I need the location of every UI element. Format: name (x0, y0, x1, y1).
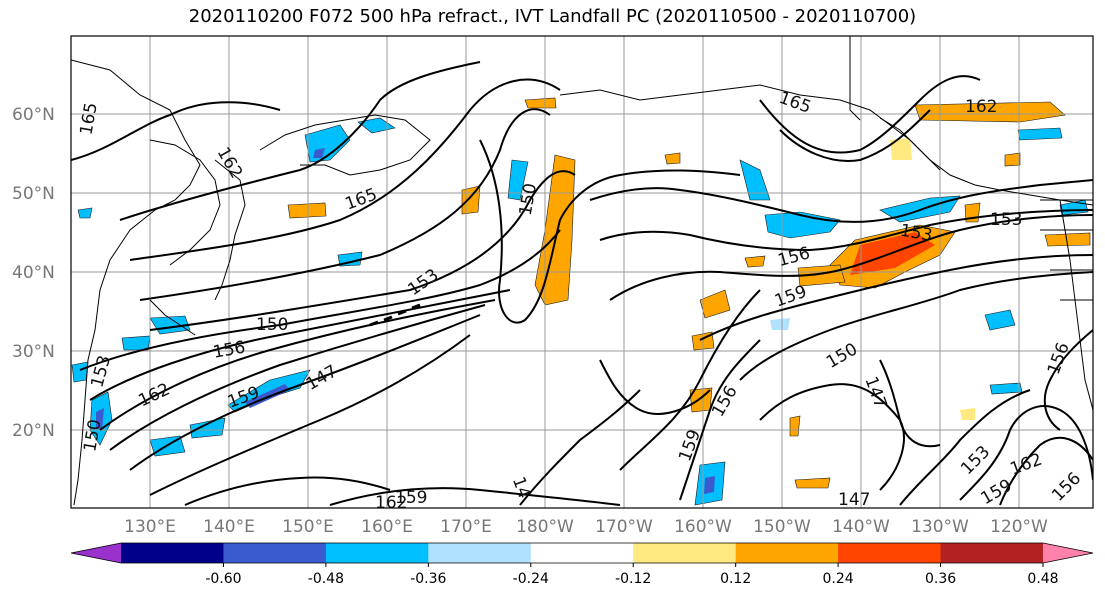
positive-anomaly-patch (794, 477, 831, 489)
colorbar-segment (223, 543, 327, 563)
negative-anomaly-patch (704, 476, 715, 494)
positive-anomaly-patch (914, 101, 1066, 123)
contour-label: 162 (375, 493, 407, 513)
map-title: 2020110200 F072 500 hPa refract., IVT La… (188, 6, 917, 27)
positive-anomaly-patch (789, 415, 801, 437)
negative-anomaly-patch (71, 361, 89, 383)
colorbar-tick-label: -0.60 (205, 571, 241, 587)
positive-anomaly-patch (797, 264, 846, 287)
positive-anomaly-patch (1004, 152, 1021, 167)
negative-anomaly-patch (313, 148, 325, 158)
positive-anomaly-patch (890, 138, 912, 160)
colorbar-outline (70, 542, 1094, 564)
longitude-labels: 130°E 140°E 150°E 160°E 170°E 180°W 170°… (124, 517, 1048, 537)
lon-label: 150°E (282, 517, 334, 537)
colorbar-tick-label: 0.36 (925, 571, 956, 587)
lon-label: 160°E (361, 517, 413, 537)
positive-anomaly-patch (524, 97, 557, 109)
latitude-labels: 60°N 50°N 40°N 30°N 20°N (12, 105, 55, 441)
colorbar-extend-max (1043, 543, 1093, 563)
contour-label: 159 (395, 488, 427, 508)
coastlines (71, 36, 1093, 506)
negative-anomaly-patch (337, 251, 363, 267)
positive-anomaly-patch (287, 202, 327, 219)
contour-label: 153 (990, 210, 1022, 230)
positive-anomaly-patch (744, 255, 766, 268)
colorbar-tick-label: 0.48 (1027, 571, 1058, 587)
positive-anomaly-patch (1044, 232, 1091, 247)
lon-label: 120°W (990, 517, 1048, 537)
map-frame (70, 35, 1094, 509)
lat-label: 30°N (12, 342, 55, 362)
negative-anomaly-patch (739, 159, 771, 201)
lon-label: 130°E (124, 517, 176, 537)
colorbar-segment (940, 543, 1044, 563)
colorbar-segment (735, 543, 839, 563)
colorbar-tick-label: -0.48 (308, 571, 344, 587)
colorbar-extend-min (71, 543, 121, 563)
colorbar-segment (325, 543, 429, 563)
positive-anomaly-patch (960, 408, 975, 420)
colorbar (70, 542, 1094, 564)
colorbar-segment (428, 543, 532, 563)
lat-label: 50°N (12, 184, 55, 204)
positive-anomaly-patch (664, 152, 681, 165)
refractivity-contours (71, 61, 1093, 506)
colorbar-tick-labels: -0.60 -0.48 -0.36 -0.24 -0.12 0.12 0.24 0.36 0.4… (205, 563, 1059, 587)
colorbar-tick-label: -0.12 (615, 571, 651, 587)
lat-label: 40°N (12, 263, 55, 283)
negative-anomaly-patch (121, 335, 151, 351)
lon-label: 180°W (516, 517, 574, 537)
colorbar-tick-label: 0.24 (823, 571, 854, 587)
colorbar-tick-label: -0.24 (513, 571, 549, 587)
contour-label: 162 (965, 97, 997, 117)
lon-label: 160°W (674, 517, 732, 537)
lon-label: 170°W (595, 517, 653, 537)
negative-anomaly-patch (357, 117, 396, 134)
negative-anomaly-patch (77, 207, 93, 219)
negative-anomaly-patch (507, 159, 529, 201)
colorbar-tick-label: -0.36 (410, 571, 446, 587)
lon-label: 140°W (832, 517, 890, 537)
colorbar-tick-label: 0.12 (720, 571, 751, 587)
contour-label: 150 (256, 315, 288, 335)
colorbar-segment (633, 543, 737, 563)
negative-anomaly-patch (984, 309, 1016, 331)
colorbar-segment (121, 543, 224, 563)
colorbar-segment (530, 543, 634, 563)
lon-label: 170°E (440, 517, 492, 537)
contour-label: 147 (838, 490, 870, 510)
lon-label: 150°W (753, 517, 811, 537)
negative-anomaly-patch (96, 408, 104, 430)
lon-label: 140°E (203, 517, 255, 537)
negative-anomaly-patch (1017, 127, 1063, 141)
colorbar-segment (838, 543, 942, 563)
lat-label: 20°N (12, 421, 55, 441)
negative-anomaly-patch (770, 318, 790, 330)
lon-label: 130°W (911, 517, 969, 537)
negative-anomaly-patch (989, 382, 1023, 395)
dashed-contour-segments (369, 303, 421, 327)
lat-label: 60°N (12, 105, 55, 125)
